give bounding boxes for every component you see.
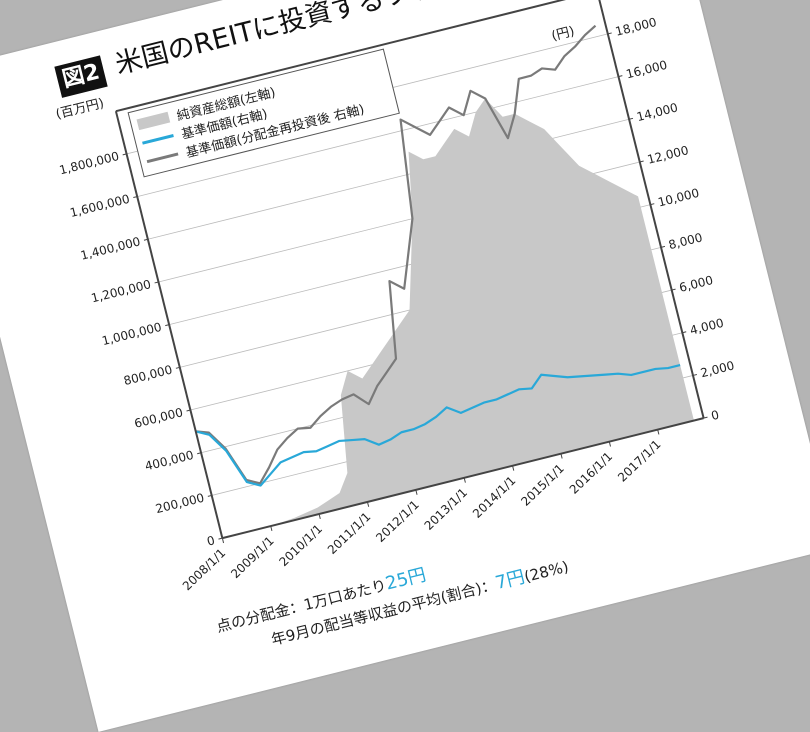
x-axis [222,417,704,540]
gridline [137,76,619,197]
left-tick-label: 1,200,000 [90,277,153,305]
left-tick-label: 1,800,000 [58,149,121,177]
x-tick [270,525,273,532]
x-tick [608,441,611,447]
right-tick-label: 2,000 [699,358,736,380]
left-tick-label: 1,400,000 [79,234,142,262]
left-tick-label: 1,600,000 [68,192,131,220]
legend-swatch-gray-line [146,152,179,164]
top-border [115,0,598,113]
x-tick-label: 2015/1/1 [518,461,567,509]
x-tick [221,538,225,544]
left-tick-label: 400,000 [143,448,195,474]
x-tick-label: 2011/1/1 [325,510,374,558]
right-tick-label: 0 [710,408,721,423]
right-tick-label: 14,000 [635,100,679,124]
x-tick-label: 2016/1/1 [567,449,616,497]
right-tick-label: 16,000 [625,58,669,82]
x-tick [560,453,563,459]
x-tick [318,513,321,519]
left-tick-label: 0 [205,533,216,548]
left-tick-label: 600,000 [133,405,185,431]
x-tick-label: 2017/1/1 [615,437,664,485]
x-tick-label: 2014/1/1 [470,473,519,521]
right-tick-label: 12,000 [646,143,690,167]
right-axis [596,0,705,419]
right-tick-label: 4,000 [688,316,725,338]
right-tick-label: 6,000 [678,273,715,295]
x-tick [463,477,466,483]
legend-swatch-blue-line [142,134,174,145]
x-tick [512,465,515,471]
left-axis [114,110,224,539]
left-tick-label: 1,000,000 [100,320,163,348]
x-tick-label: 2008/1/1 [180,546,229,594]
x-tick-label: 2013/1/1 [422,485,471,533]
right-tick-label: 10,000 [656,186,700,210]
nav-line [195,363,681,487]
net-assets-area [222,98,694,539]
x-tick [366,501,370,507]
nav-reinvested-line [195,24,597,485]
right-tick-label: 8,000 [667,230,704,252]
x-tick [657,429,660,435]
x-tick-label: 2010/1/1 [277,522,326,570]
x-tick-label: 2009/1/1 [228,534,277,582]
right-tick-label: 18,000 [614,15,658,39]
left-tick-label: 200,000 [154,491,206,517]
x-tick-label: 2012/1/1 [373,497,422,545]
left-tick-label: 800,000 [122,362,174,388]
x-tick [415,489,418,495]
